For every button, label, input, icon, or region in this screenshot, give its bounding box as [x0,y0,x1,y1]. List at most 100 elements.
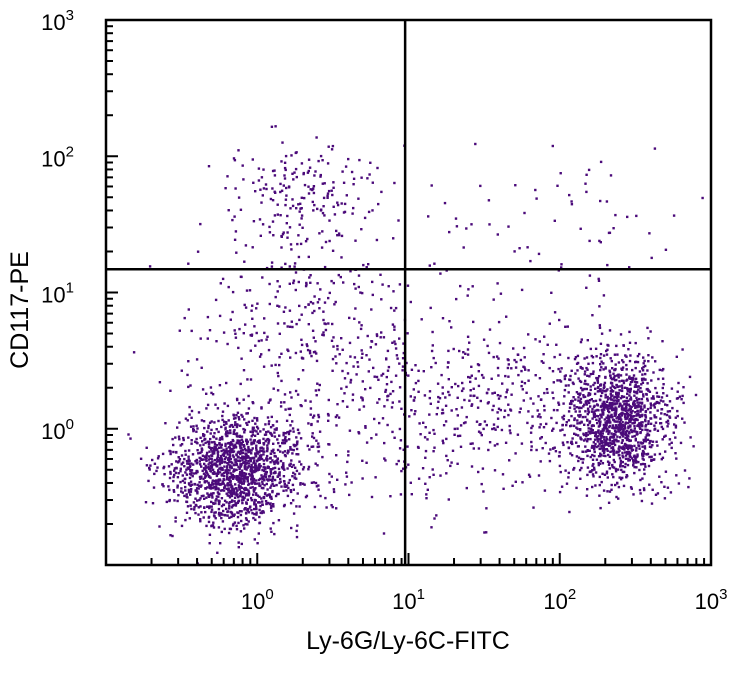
event-dot [224,469,227,472]
event-dot [225,434,228,438]
event-dot [605,436,608,439]
event-dot [187,360,190,363]
event-dot [644,428,647,431]
event-dot [234,483,237,486]
event-dot [611,424,614,427]
event-dot [233,423,237,426]
event-dot [235,441,238,444]
event-dot [561,416,564,419]
event-dot [186,419,189,422]
event-dot [643,447,647,450]
event-dot [211,496,214,499]
event-dot [647,360,650,363]
event-dot [635,414,638,417]
event-dot [640,424,644,427]
event-dot [338,233,341,237]
event-dot [621,421,624,424]
event-dot [621,368,624,371]
event-dot [470,365,473,368]
event-dot [628,424,632,427]
event-dot [617,417,621,421]
event-dot [630,377,633,380]
event-dot [190,473,193,476]
event-dot [278,481,281,485]
event-dot [337,232,341,235]
event-dot [276,290,279,293]
event-dot [367,370,370,373]
event-dot [241,458,244,462]
event-dot [300,217,303,220]
event-dot [594,434,597,438]
event-dot [205,469,208,473]
event-dot [250,463,253,467]
event-dot [414,364,417,367]
event-dot [262,442,265,445]
event-dot [269,461,272,464]
event-dot [211,472,215,475]
event-dot [161,452,165,456]
event-dot [239,446,242,450]
event-dot [639,492,642,495]
event-dot [487,448,490,452]
event-dot [232,446,235,450]
event-dot [619,416,622,419]
event-dot [245,456,248,459]
event-dot [199,518,202,521]
event-dot [254,452,257,455]
event-dot [425,493,428,496]
event-dot [514,480,517,483]
event-dot [583,382,586,385]
event-dot [309,413,312,416]
event-dot [313,203,316,207]
event-dot [606,443,609,446]
event-dot [297,453,300,456]
event-dot [604,396,607,399]
event-dot [291,325,294,329]
event-dot [294,444,298,447]
event-dot [293,265,296,268]
event-dot [662,400,665,403]
event-dot [267,475,271,478]
event-dot [315,136,318,139]
event-dot [167,485,170,488]
event-dot [587,409,590,412]
event-dot [207,458,210,461]
event-dot [220,437,223,440]
event-dot [292,279,296,282]
event-dot [649,417,652,420]
event-dot [598,433,601,436]
event-dot [621,435,625,438]
event-dot [240,357,243,360]
event-dot [664,434,667,437]
event-dot [598,324,601,327]
event-dot [259,454,263,458]
event-dot [180,443,184,446]
event-dot [558,490,562,494]
event-dot [389,392,392,396]
event-dot [600,404,603,408]
event-dot [278,434,281,437]
event-dot [243,488,246,491]
event-dot [259,449,262,452]
event-dot [300,196,303,199]
event-dot [608,425,611,429]
event-dot [197,513,200,516]
event-dot [246,480,249,483]
event-dot [653,453,657,456]
event-dot [553,219,556,222]
event-dot [470,374,473,377]
event-dot [372,366,375,370]
event-dot [215,465,218,468]
event-dot [305,343,308,346]
event-dot [408,415,411,418]
event-dot [227,502,231,505]
event-dot [273,428,276,431]
event-dot [203,426,206,430]
event-dot [638,488,642,492]
event-dot [615,344,618,348]
event-dot [308,448,311,451]
event-dot [222,331,226,334]
event-dot [221,480,224,483]
event-dot [282,431,285,435]
event-dot [270,364,273,367]
